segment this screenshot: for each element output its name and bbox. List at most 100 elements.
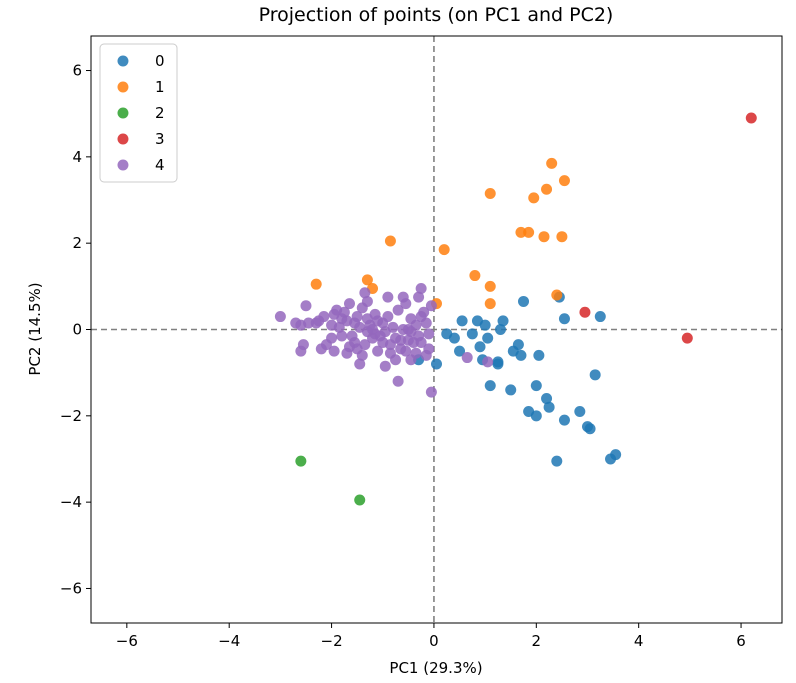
legend-label-1: 1	[155, 78, 165, 96]
data-point-series-4	[361, 295, 373, 307]
data-point-series-0	[558, 414, 570, 426]
data-point-series-4	[297, 339, 309, 351]
data-point-series-0	[482, 332, 494, 344]
data-point-series-4	[320, 339, 332, 351]
data-point-series-4	[425, 386, 437, 398]
data-point-series-1	[546, 157, 558, 169]
data-point-series-1	[523, 226, 535, 238]
data-point-series-4	[346, 330, 358, 342]
chart-title: Projection of points (on PC1 and PC2)	[259, 4, 614, 26]
data-point-series-4	[379, 360, 391, 372]
data-point-series-4	[310, 317, 322, 329]
data-point-series-4	[336, 330, 348, 342]
legend-box	[99, 43, 178, 183]
data-point-series-4	[300, 300, 312, 312]
data-point-series-4	[359, 287, 371, 299]
data-point-series-0	[494, 324, 506, 335]
data-point-series-1	[484, 298, 496, 310]
data-point-series-1	[515, 226, 527, 238]
data-point-series-4	[303, 317, 315, 329]
legend: 0 1 2 3 4	[99, 43, 178, 183]
data-point-series-4	[482, 356, 494, 368]
x-tick-label: −2	[321, 632, 343, 650]
data-point-series-0	[574, 406, 586, 418]
data-point-series-4	[410, 347, 422, 359]
data-point-series-4	[382, 291, 394, 303]
y-tick-label: 4	[72, 148, 82, 166]
data-point-series-4	[423, 343, 435, 355]
legend-marker-4	[117, 159, 129, 171]
y-tick-label: −6	[60, 579, 82, 597]
y-tick-label: 6	[72, 62, 82, 80]
data-point-series-1	[384, 235, 396, 247]
data-point-series-1	[484, 280, 496, 292]
data-point-series-0	[530, 380, 542, 392]
data-point-series-1	[469, 270, 481, 282]
data-point-series-4	[343, 341, 355, 353]
legend-label-2: 2	[155, 104, 165, 122]
data-point-series-0	[448, 332, 460, 344]
y-axis-label: PC2 (14.5%)	[26, 282, 44, 375]
data-point-series-0	[497, 315, 509, 327]
x-tick-label: 6	[736, 632, 746, 650]
data-point-series-1	[538, 231, 550, 243]
data-point-series-1	[361, 274, 373, 286]
data-point-series-0	[543, 401, 555, 413]
data-point-series-1	[484, 188, 496, 200]
x-axis-label: PC1 (29.3%)	[389, 659, 482, 677]
data-point-series-1	[551, 289, 563, 301]
data-point-series-4	[318, 311, 330, 323]
data-point-series-0	[505, 384, 517, 396]
data-point-series-4	[397, 291, 409, 303]
data-point-series-4	[361, 326, 373, 338]
data-point-series-4	[392, 375, 404, 387]
x-axis-ticks: −6 −4 −2 0 2 4 6	[116, 623, 746, 650]
data-point-series-4	[425, 300, 437, 312]
reference-lines	[91, 36, 782, 623]
y-tick-label: −4	[60, 493, 82, 511]
data-point-series-0	[479, 319, 491, 331]
y-axis-ticks: −6 −4 −2 0 2 4 6	[60, 62, 91, 597]
data-point-series-1	[558, 175, 570, 187]
data-point-series-4	[372, 345, 384, 357]
data-point-series-0	[541, 393, 553, 405]
data-point-series-4	[415, 283, 427, 294]
data-point-series-2	[295, 455, 307, 467]
data-point-series-0	[492, 356, 504, 368]
x-tick-label: 4	[634, 632, 644, 650]
data-point-series-0	[456, 315, 468, 327]
legend-marker-0	[117, 55, 129, 67]
data-point-series-4	[400, 345, 412, 357]
x-tick-label: 2	[532, 632, 542, 650]
data-point-series-0	[558, 313, 570, 325]
legend-label-4: 4	[155, 156, 165, 174]
legend-label-3: 3	[155, 130, 165, 148]
y-tick-label: −2	[60, 407, 82, 425]
data-point-series-4	[338, 306, 350, 318]
data-point-series-4	[328, 345, 340, 357]
data-point-series-4	[395, 334, 407, 346]
data-point-series-1	[438, 244, 450, 256]
data-point-series-4	[382, 311, 394, 323]
data-point-series-4	[392, 304, 404, 316]
x-tick-label: −4	[218, 632, 240, 650]
data-point-series-4	[415, 311, 427, 323]
data-point-series-4	[415, 336, 427, 348]
data-point-series-0	[533, 349, 545, 361]
y-tick-label: 0	[72, 321, 82, 339]
data-point-series-0	[454, 345, 466, 357]
data-point-series-3	[745, 112, 757, 124]
data-point-series-2	[354, 494, 366, 506]
legend-marker-2	[117, 107, 129, 119]
data-point-series-0	[584, 423, 596, 435]
data-point-series-0	[594, 311, 606, 323]
data-point-series-0	[515, 349, 527, 361]
data-point-series-4	[354, 358, 366, 370]
data-point-series-0	[474, 341, 486, 353]
data-point-series-4	[423, 328, 435, 340]
data-point-series-0	[466, 328, 478, 340]
data-point-series-0	[512, 339, 524, 351]
legend-marker-3	[117, 133, 129, 145]
data-point-series-4	[390, 354, 402, 366]
x-tick-label: −6	[116, 632, 138, 650]
